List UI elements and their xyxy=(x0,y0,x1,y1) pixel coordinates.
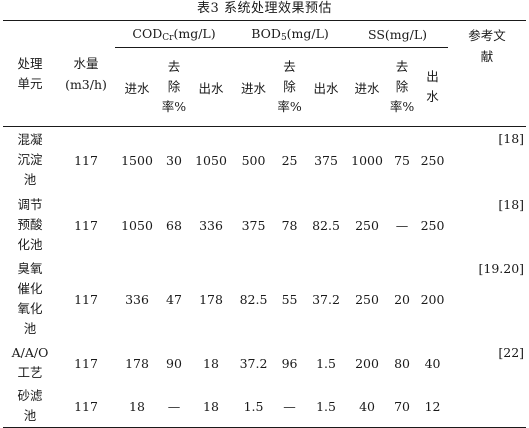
ss-inlet-cell: 1000 xyxy=(351,152,383,168)
table-row: 混凝 沉淀 池 117 1500 30 1050 500 25 375 1000… xyxy=(3,127,526,194)
table-row: A/A/O 工艺 117 178 90 18 37.2 96 1.5 200 8… xyxy=(3,341,526,385)
ss-inlet-cell: 40 xyxy=(347,385,388,428)
header-cod-removal: 去 除 率% xyxy=(159,47,189,127)
ss-outlet-cell: 200 xyxy=(420,291,445,307)
bod-removal-cell: 25 xyxy=(281,152,298,168)
header-ss: SS(mg/L) xyxy=(347,20,449,48)
ss-removal-cell: 75 xyxy=(394,152,410,168)
ss-removal-cell: — xyxy=(395,217,409,233)
header-ss-inlet: 进水 xyxy=(347,47,388,127)
bod-removal-cell: — xyxy=(274,385,306,428)
ss-removal-cell: 70 xyxy=(387,385,418,428)
bod-inlet-cell: 375 xyxy=(241,217,266,233)
header-ss-outlet: 出 水 xyxy=(417,47,449,127)
header-cod-outlet: 出水 xyxy=(189,47,234,127)
bod-removal-cell: 55 xyxy=(281,291,298,307)
flow-cell: 117 xyxy=(74,355,98,371)
header-bod-removal: 去 除 率% xyxy=(274,47,306,127)
header-cod-main: COD xyxy=(132,25,163,41)
header-cod: CODCr(mg/L) xyxy=(115,20,234,48)
table-row: 砂滤 池 117 18 — 18 1.5 — 1.5 40 70 12 xyxy=(3,385,527,428)
cod-outlet-cell: 1050 xyxy=(195,152,227,168)
bod-removal-cell: 78 xyxy=(281,217,298,233)
bod-inlet-cell: 500 xyxy=(241,152,266,168)
header-flow: 水量 (m3/h) xyxy=(57,20,115,127)
cod-removal-cell: 30 xyxy=(166,152,182,168)
bod-outlet-cell: 375 xyxy=(314,152,338,168)
ss-outlet-cell: 40 xyxy=(424,355,441,371)
ss-removal-cell: 80 xyxy=(394,355,410,371)
cod-removal-cell: 68 xyxy=(166,217,182,233)
bod-inlet-cell: 37.2 xyxy=(239,355,268,371)
header-bod-main: BOD xyxy=(251,25,281,41)
reference-cell xyxy=(448,385,527,428)
cod-outlet-cell: 18 xyxy=(203,355,219,371)
bod-removal-cell: 96 xyxy=(281,355,298,371)
cod-removal-cell: 90 xyxy=(166,355,182,371)
cod-inlet-cell: 1500 xyxy=(121,152,153,168)
header-cod-unit: (mg/L) xyxy=(173,25,216,41)
flow-cell: 117 xyxy=(57,385,115,428)
header-bod-sub: 5 xyxy=(280,32,287,43)
header-bod-unit: (mg/L) xyxy=(286,25,329,41)
cod-outlet-cell: 18 xyxy=(189,385,234,428)
reference-cell: [22] xyxy=(498,345,525,360)
header-bod-outlet: 出水 xyxy=(305,47,348,127)
table-row: 调节 预酸 化池 117 1050 68 336 375 78 82.5 250… xyxy=(3,193,526,257)
cod-outlet-cell: 178 xyxy=(199,291,223,307)
bod-inlet-cell: 1.5 xyxy=(233,385,275,428)
header-cod-sub: Cr xyxy=(162,32,174,43)
ss-outlet-cell: 12 xyxy=(417,385,449,428)
treatment-effect-table: 处理 单元 水量 (m3/h) CODCr(mg/L) BOD5(mg/L) S… xyxy=(3,20,527,428)
cod-inlet-cell: 18 xyxy=(115,385,159,428)
bod-inlet-cell: 82.5 xyxy=(239,291,268,307)
reference-cell: [18] xyxy=(498,197,525,212)
header-ss-removal: 去 除 率% xyxy=(387,47,418,127)
cod-inlet-cell: 178 xyxy=(125,355,149,371)
ss-outlet-cell: 250 xyxy=(420,152,445,168)
bod-outlet-cell: 1.5 xyxy=(305,385,348,428)
cod-inlet-cell: 1050 xyxy=(121,217,153,233)
ss-inlet-cell: 200 xyxy=(355,355,379,371)
cod-inlet-cell: 336 xyxy=(125,291,149,307)
header-unit: 处理 单元 xyxy=(3,20,57,127)
cod-removal-cell: — xyxy=(159,385,189,428)
reference-cell: [19.20] xyxy=(478,261,525,276)
header-bod: BOD5(mg/L) xyxy=(233,20,348,48)
reference-cell: [18] xyxy=(498,131,525,146)
unit-cell: 砂滤 池 xyxy=(3,385,57,428)
ss-inlet-cell: 250 xyxy=(355,217,379,233)
unit-cell: A/A/O 工艺 xyxy=(11,345,49,380)
bod-outlet-cell: 1.5 xyxy=(316,355,336,371)
flow-cell: 117 xyxy=(74,217,98,233)
flow-cell: 117 xyxy=(74,291,98,307)
ss-outlet-cell: 250 xyxy=(420,217,445,233)
cod-outlet-cell: 336 xyxy=(199,217,223,233)
cod-removal-cell: 47 xyxy=(166,291,182,307)
header-cod-inlet: 进水 xyxy=(115,47,159,127)
table-row: 臭氧 催化 氧化 池 117 336 47 178 82.5 55 37.2 2… xyxy=(3,257,526,341)
unit-cell: 调节 预酸 化池 xyxy=(17,197,43,252)
ss-removal-cell: 20 xyxy=(394,291,410,307)
ss-inlet-cell: 250 xyxy=(355,291,379,307)
bod-outlet-cell: 37.2 xyxy=(312,291,340,307)
unit-cell: 臭氧 催化 氧化 池 xyxy=(17,261,43,336)
header-bod-inlet: 进水 xyxy=(233,47,275,127)
bod-outlet-cell: 82.5 xyxy=(312,217,340,233)
header-ref: 参考文 献 xyxy=(448,20,527,127)
unit-cell: 混凝 沉淀 池 xyxy=(17,132,43,187)
flow-cell: 117 xyxy=(74,152,98,168)
table-caption: 表3 系统处理效果预估 xyxy=(197,1,332,16)
